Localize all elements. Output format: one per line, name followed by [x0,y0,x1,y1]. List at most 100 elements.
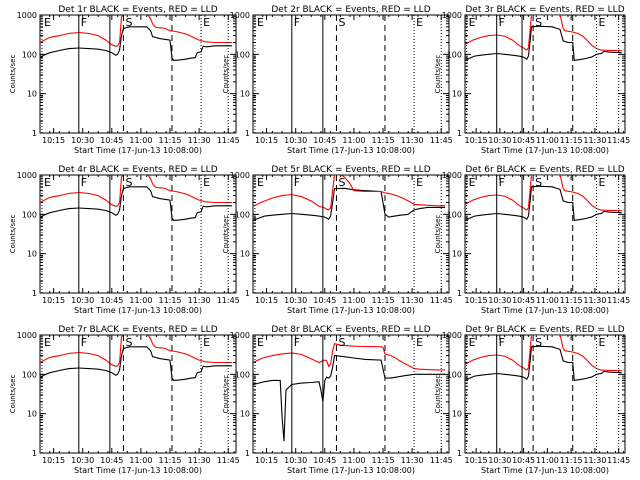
x-tick-label: 10:30 [284,136,307,145]
x-tick-label: 11:30 [401,456,424,465]
event-marker-label: S [338,176,345,189]
x-tick-label: 11:15 [371,296,394,305]
x-axis-label: Start Time (17-Jun-13 10:08:00) [287,146,415,155]
x-tick-label: 10:15 [255,136,278,145]
event-marker-label: F [81,16,87,29]
y-tick-label: 1000 [230,331,250,340]
y-tick-label: 1000 [442,331,462,340]
event-marker-label: F [294,16,300,29]
x-tick-label: 10:30 [488,136,511,145]
x-tick-label: 11:45 [217,296,240,305]
x-tick-label: 10:30 [488,296,511,305]
y-tick-label: 1 [245,289,250,298]
y-axis-label: Counts/sec [9,55,17,94]
event-marker-label: S [338,336,345,349]
plot-frame [39,334,237,454]
event-marker-label: E [257,176,264,189]
x-tick-label: 10:45 [512,136,535,145]
x-tick-label: 10:15 [465,296,488,305]
events-series-line [40,26,233,61]
plot-frame [464,334,626,454]
y-tick-label: 1000 [442,11,462,20]
y-axis-label: Counts/sec [434,375,442,414]
y-axis-label: Counts/sec [434,215,442,254]
panel-det-3: Det 3r BLACK = Events, RED = LLD 1 10 100 10… [434,5,630,155]
x-tick-label: 10:15 [255,456,278,465]
x-tick-label: 11:15 [158,456,181,465]
x-axis-label: Start Time (17-Jun-13 10:08:00) [481,466,609,475]
event-marker-label: F [294,176,300,189]
x-tick-label: 10:45 [313,136,336,145]
panel-det-7: Det 7r BLACK = Events, RED = LLD 1 10 100 10… [9,325,240,475]
y-tick-label: 10 [452,250,462,259]
x-tick-label: 11:15 [560,296,583,305]
event-marker-label: E [416,176,423,189]
plot-frame [39,14,237,134]
y-tick-label: 10 [452,90,462,99]
y-tick-label: 100 [235,210,250,219]
x-axis-label: Start Time (17-Jun-13 10:08:00) [481,306,609,315]
y-tick-label: 1 [245,449,250,458]
y-tick-label: 10 [452,410,462,419]
y-tick-label: 1 [457,449,462,458]
x-tick-label: 11:30 [401,296,424,305]
event-marker-label: S [125,16,132,29]
x-tick-label: 11:30 [401,136,424,145]
event-marker-label: E [44,336,51,349]
x-axis-label: Start Time (17-Jun-13 10:08:00) [74,306,202,315]
event-marker-label: S [535,16,542,29]
y-axis-label: Counts/sec [222,55,230,94]
event-marker-label: S [125,176,132,189]
x-tick-label: 11:30 [583,456,606,465]
event-marker-label: S [535,176,542,189]
panel-title: Det 3r BLACK = Events, RED = LLD [465,5,624,15]
x-tick-label: 11:00 [129,136,152,145]
event-marker-label: S [125,336,132,349]
x-tick-label: 10:15 [465,136,488,145]
y-axis-label: Counts/sec [9,375,17,414]
y-tick-label: 1000 [230,11,250,20]
plot-frame [252,174,450,294]
lld-series-line [465,175,622,212]
lld-series-line [253,343,446,371]
panel-title: Det 2r BLACK = Events, RED = LLD [271,5,430,15]
event-marker-label: E [44,176,51,189]
x-tick-label: 10:30 [71,296,94,305]
y-tick-label: 1000 [17,331,37,340]
event-marker-label: E [203,176,210,189]
x-tick-label: 10:15 [255,296,278,305]
event-marker-label: F [294,336,300,349]
x-axis-label: Start Time (17-Jun-13 10:08:00) [74,146,202,155]
panel-title: Det 9r BLACK = Events, RED = LLD [465,325,624,335]
events-series-line [253,187,446,221]
x-tick-label: 11:30 [188,296,211,305]
y-tick-label: 100 [235,370,250,379]
panel-title: Det 5r BLACK = Events, RED = LLD [271,165,430,175]
panel-det-6: Det 6r BLACK = Events, RED = LLD 1 10 100 10… [434,165,630,315]
y-tick-label: 100 [235,50,250,59]
event-marker-label: F [499,16,505,29]
plot-frame [252,14,450,134]
event-marker-label: F [81,176,87,189]
y-axis-label: Counts/sec [222,375,230,414]
panel-det-9: Det 9r BLACK = Events, RED = LLD 1 10 100 10… [434,325,630,475]
x-tick-label: 11:30 [188,456,211,465]
event-marker-label: E [257,336,264,349]
y-tick-label: 100 [22,50,37,59]
panel-det-4: Det 4r BLACK = Events, RED = LLD 1 10 100 10… [9,165,240,315]
y-tick-label: 100 [22,210,37,219]
lld-series-line [40,15,233,47]
y-tick-label: 1000 [230,171,250,180]
lld-series-line [465,335,622,372]
event-marker-label: E [44,16,51,29]
y-tick-label: 1 [32,449,37,458]
panel-det-2: Det 2r BLACK = Events, RED = LLD 1 10 100 10… [222,5,453,155]
lld-series-line [253,175,446,211]
x-tick-label: 10:45 [512,456,535,465]
y-axis-label: Counts/sec [222,215,230,254]
x-tick-label: 10:30 [284,296,307,305]
events-series-line [465,25,622,62]
events-series-line [465,345,622,382]
x-tick-label: 11:30 [188,136,211,145]
